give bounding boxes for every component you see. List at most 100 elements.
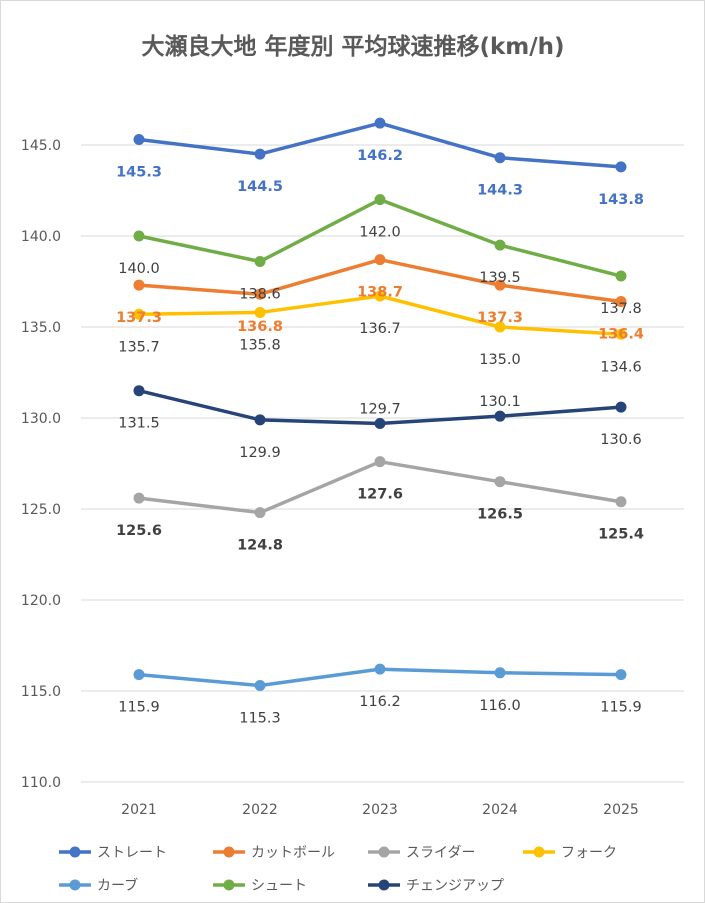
data-label: 129.7 <box>359 401 401 417</box>
y-tick-label: 135.0 <box>21 320 61 336</box>
legend-label: カーブ <box>97 877 138 894</box>
data-label: 131.5 <box>118 416 160 432</box>
y-tick-label: 140.0 <box>21 229 61 245</box>
y-tick-label: 115.0 <box>21 684 61 700</box>
data-label: 135.8 <box>239 337 281 353</box>
legend-item: カットボール <box>213 845 335 861</box>
data-label: 134.6 <box>600 359 642 375</box>
data-point <box>494 476 506 488</box>
data-label: 130.6 <box>600 432 642 448</box>
legend-label: チェンジアップ <box>406 878 504 894</box>
data-label: 115.9 <box>118 700 160 716</box>
x-axis: 2021 2022 2023 2024 2025 <box>121 802 639 818</box>
x-tick-label: 2022 <box>242 802 278 818</box>
data-label: 124.8 <box>237 538 283 554</box>
data-label: 139.5 <box>479 270 521 286</box>
gridlines <box>81 144 684 783</box>
data-label: 135.7 <box>118 339 160 355</box>
data-label: 125.4 <box>598 527 644 543</box>
x-tick-label: 2024 <box>482 802 518 818</box>
data-point <box>374 663 386 675</box>
data-point <box>254 306 266 318</box>
data-label: 126.5 <box>477 507 523 523</box>
series-5 <box>133 663 627 692</box>
y-tick-label: 125.0 <box>21 502 61 518</box>
data-point <box>615 496 627 508</box>
data-label: 143.8 <box>598 192 644 208</box>
legend-swatch-marker <box>69 846 81 858</box>
legend-item: フォーク <box>523 845 617 861</box>
data-labels: 145.3 144.5 146.2 144.3 143.8 137.3 136.8 138.7… <box>116 148 644 726</box>
data-point <box>615 161 627 173</box>
data-label: 138.7 <box>357 285 403 301</box>
data-label: 125.6 <box>116 523 162 539</box>
data-label: 115.3 <box>239 711 281 727</box>
series-7 <box>133 385 627 429</box>
data-point <box>374 254 386 266</box>
y-tick-label: 120.0 <box>21 593 61 609</box>
data-point <box>494 279 506 291</box>
data-point <box>615 270 627 282</box>
data-label: 137.8 <box>600 301 642 317</box>
y-tick-label: 130.0 <box>21 411 61 427</box>
data-label: 140.0 <box>118 261 160 277</box>
legend-swatch-marker <box>69 879 81 891</box>
y-axis: 110.0 115.0 120.0 125.0 130.0 135.0 140.0 145.0 <box>21 138 61 791</box>
series-2 <box>133 254 627 308</box>
series-3 <box>133 456 627 519</box>
data-label: 137.3 <box>116 310 162 326</box>
data-point <box>374 194 386 206</box>
data-point <box>133 492 145 504</box>
data-point <box>494 410 506 422</box>
legend-item: ストレート <box>59 845 167 861</box>
data-point <box>254 680 266 692</box>
legend-swatch-marker <box>378 846 390 858</box>
data-point <box>254 288 266 300</box>
series-4 <box>133 290 627 340</box>
data-label: 145.3 <box>116 165 162 181</box>
chart-title: 大瀬良大地 年度別 平均球速推移(km/h) <box>141 33 564 60</box>
data-point <box>494 667 506 679</box>
data-label: 144.5 <box>237 179 283 195</box>
data-point <box>133 308 145 320</box>
data-point <box>254 148 266 160</box>
data-label: 138.6 <box>239 286 281 302</box>
legend-swatch-marker <box>533 846 545 858</box>
data-point <box>133 385 145 397</box>
x-tick-label: 2025 <box>603 802 639 818</box>
data-label: 136.4 <box>598 327 644 343</box>
data-point <box>133 230 145 242</box>
plot-area <box>133 117 627 692</box>
data-label: 146.2 <box>357 148 403 164</box>
data-label: 144.3 <box>477 183 523 199</box>
data-label: 129.9 <box>239 445 281 461</box>
legend-item: シュート <box>213 878 307 894</box>
data-label: 116.2 <box>359 694 401 710</box>
data-point <box>374 456 386 468</box>
series-1 <box>133 117 627 173</box>
data-point <box>374 117 386 129</box>
data-label: 142.0 <box>359 225 401 241</box>
data-label: 136.8 <box>237 319 283 335</box>
data-label: 115.9 <box>600 700 642 716</box>
series-6 <box>133 194 627 282</box>
legend-swatch-marker <box>223 846 235 858</box>
legend-label: シュート <box>251 878 307 894</box>
legend-item: カーブ <box>59 877 138 894</box>
data-point <box>133 134 145 146</box>
legend-label: ストレート <box>97 845 167 861</box>
data-point <box>254 255 266 267</box>
y-tick-label: 145.0 <box>21 138 61 154</box>
legend-item: スライダー <box>368 845 475 861</box>
y-tick-label: 110.0 <box>21 775 61 791</box>
legend-label: スライダー <box>406 845 475 861</box>
data-point <box>494 239 506 251</box>
data-point <box>254 507 266 519</box>
data-point <box>133 669 145 681</box>
legend-swatch-marker <box>378 879 390 891</box>
legend-label: フォーク <box>561 845 617 861</box>
data-point <box>615 328 627 340</box>
